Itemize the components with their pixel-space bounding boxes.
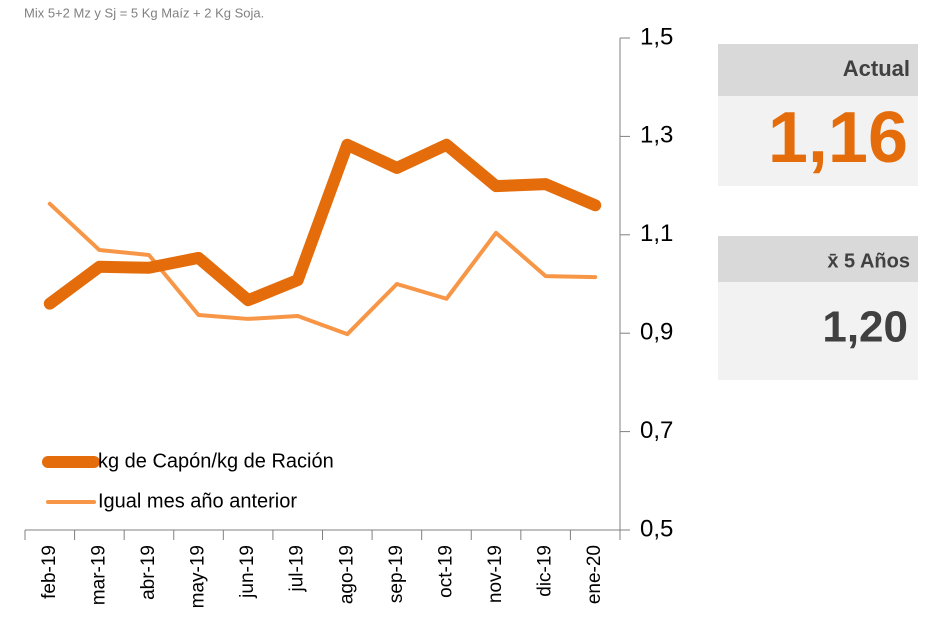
- x-tick-label: jul-19: [287, 545, 308, 592]
- x-tick-label: feb-19: [39, 545, 60, 599]
- panel-body: [718, 282, 918, 380]
- x-tick-label: mar-19: [88, 545, 109, 605]
- x-tick-label: abr-19: [138, 545, 159, 600]
- x-tick-label: nov-19: [485, 545, 506, 603]
- legend-label: Igual mes año anterior: [98, 490, 297, 512]
- panel-label: x̄ 5 Años: [827, 250, 910, 272]
- y-tick-label: 0,7: [640, 417, 673, 444]
- x-tick-label: ene-20: [584, 545, 605, 604]
- panel-value: 1,20: [822, 303, 908, 352]
- x-tick-label: may-19: [188, 545, 209, 608]
- y-tick-label: 1,3: [640, 122, 673, 149]
- x-tick-label: dic-19: [535, 545, 556, 597]
- panel-body: [718, 96, 918, 186]
- x-tick-label: jun-19: [237, 545, 258, 599]
- series-line: [47, 201, 598, 337]
- y-tick-label: 0,9: [640, 319, 673, 346]
- panel-header: [718, 44, 918, 96]
- y-tick-label: 1,5: [640, 23, 673, 50]
- legend-label: kg de Capón/kg de Ración: [98, 450, 334, 472]
- x-tick-label: oct-19: [435, 545, 456, 598]
- x-tick-label: ago-19: [336, 545, 357, 604]
- subtitle: Mix 5+2 Mz y Sj = 5 Kg Maíz + 2 Kg Soja.: [24, 5, 264, 20]
- x-tick-label: sep-19: [386, 545, 407, 603]
- panel-label: Actual: [843, 56, 910, 81]
- y-tick-label: 0,5: [640, 515, 673, 542]
- panel-value: 1,16: [768, 98, 908, 178]
- series-line: [43, 138, 602, 310]
- panel-header: [718, 236, 918, 282]
- y-tick-label: 1,1: [640, 220, 673, 247]
